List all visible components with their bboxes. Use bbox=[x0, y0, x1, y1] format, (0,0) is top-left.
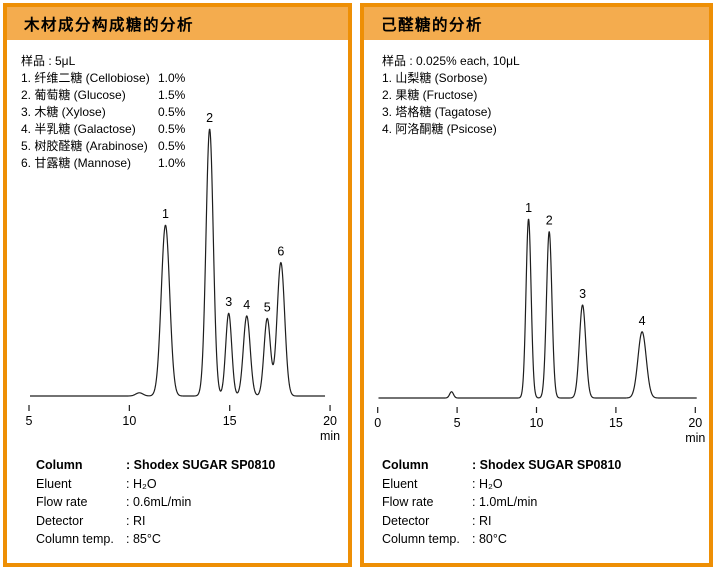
panel-title: 己醛糖的分析 bbox=[381, 16, 484, 34]
condition-row: Column temp.: 85°C bbox=[36, 532, 161, 546]
sample-info: 样品 : 5μL 1. 纤维二糖 (Cellobiose) 1.0% 2. 葡萄糖… bbox=[21, 53, 185, 172]
sample-header: 样品 : 5μL bbox=[21, 54, 76, 68]
list-item: 3. 木糖 (Xylose) 0.5% bbox=[21, 104, 185, 121]
panel-header: 己醛糖的分析 bbox=[364, 7, 709, 40]
analyte-name: 2. 葡萄糖 (Glucose) bbox=[21, 88, 126, 102]
analyte-pct: 1.5% bbox=[158, 88, 186, 102]
condition-row: Detector: RI bbox=[36, 513, 146, 528]
x-tick-label: 20 bbox=[323, 414, 337, 428]
conditions-table: Column: Shodex SUGAR SP0810 Eluent: H₂O … bbox=[382, 456, 621, 549]
analyte-pct: 1.0% bbox=[158, 71, 186, 85]
chromatogram-trace bbox=[378, 218, 698, 399]
list-item: 1. 山梨糖 (Sorbose) bbox=[382, 70, 520, 87]
peak-label: 5 bbox=[264, 301, 271, 315]
analyte-pct: 1.0% bbox=[158, 156, 186, 170]
condition-row: Detector: RI bbox=[382, 513, 492, 528]
peak-label: 2 bbox=[546, 214, 553, 228]
list-item: 4. 半乳糖 (Galactose) 0.5% bbox=[21, 121, 185, 138]
peak-label: 4 bbox=[639, 314, 646, 328]
condition-row: Eluent: H₂O bbox=[36, 476, 157, 491]
x-tick-label: 15 bbox=[223, 414, 237, 428]
analyte-name: 4. 半乳糖 (Galactose) bbox=[21, 122, 136, 136]
analyte-name: 1. 纤维二糖 (Cellobiose) bbox=[21, 71, 150, 85]
analyte-name: 2. 果糖 (Fructose) bbox=[382, 88, 478, 102]
condition-row: Eluent: H₂O bbox=[382, 476, 503, 491]
condition-row: Column: Shodex SUGAR SP0810 bbox=[382, 458, 622, 472]
analyte-pct: 0.5% bbox=[158, 139, 186, 153]
conditions-table: Column: Shodex SUGAR SP0810 Eluent: H₂O … bbox=[36, 456, 275, 549]
x-tick-label: 0 bbox=[374, 416, 381, 430]
peak-label: 1 bbox=[162, 207, 169, 221]
x-tick-label: 20 bbox=[688, 416, 702, 430]
list-item: 2. 果糖 (Fructose) bbox=[382, 87, 520, 104]
list-item: 2. 葡萄糖 (Glucose) 1.5% bbox=[21, 87, 185, 104]
panel-hexoses: 己醛糖的分析 样品 : 0.025% each, 10μL 1. 山梨糖 (So… bbox=[360, 3, 713, 567]
peak-label: 3 bbox=[579, 287, 586, 301]
analyte-pct: 0.5% bbox=[158, 122, 186, 136]
panel-title: 木材成分构成糖的分析 bbox=[24, 16, 195, 34]
condition-row: Flow rate: 1.0mL/min bbox=[382, 495, 538, 509]
list-item: 6. 甘露糖 (Mannose) 1.0% bbox=[21, 155, 185, 172]
panel-header: 木材成分构成糖的分析 bbox=[7, 7, 348, 40]
condition-row: Column temp.: 80°C bbox=[382, 532, 507, 546]
analyte-name: 1. 山梨糖 (Sorbose) bbox=[382, 71, 488, 85]
list-item: 4. 阿洛酮糖 (Psicose) bbox=[382, 121, 520, 138]
analyte-name: 5. 树胶醛糖 (Arabinose) bbox=[21, 139, 148, 153]
analyte-name: 3. 木糖 (Xylose) bbox=[21, 105, 106, 119]
analyte-name: 3. 塔格糖 (Tagatose) bbox=[382, 105, 492, 119]
x-tick-label: 5 bbox=[26, 414, 33, 428]
analyte-name: 4. 阿洛酮糖 (Psicose) bbox=[382, 122, 497, 136]
x-axis-unit-label: min bbox=[685, 431, 705, 445]
condition-row: Flow rate: 0.6mL/min bbox=[36, 495, 192, 509]
sample-info: 样品 : 0.025% each, 10μL 1. 山梨糖 (Sorbose) … bbox=[382, 53, 520, 138]
analyte-pct: 0.5% bbox=[158, 105, 186, 119]
peak-label: 2 bbox=[206, 111, 213, 125]
x-tick-label: 5 bbox=[454, 416, 461, 430]
peak-label: 4 bbox=[243, 298, 250, 312]
list-item: 5. 树胶醛糖 (Arabinose) 0.5% bbox=[21, 138, 185, 155]
peak-label: 1 bbox=[525, 201, 532, 215]
list-item: 1. 纤维二糖 (Cellobiose) 1.0% bbox=[21, 70, 185, 87]
x-axis-unit-label: min bbox=[320, 429, 340, 443]
panel-wood-sugars: 木材成分构成糖的分析 样品 : 5μL 1. 纤维二糖 (Cellobiose)… bbox=[3, 3, 352, 567]
peak-label: 6 bbox=[277, 245, 284, 259]
sample-header: 样品 : 0.025% each, 10μL bbox=[382, 54, 520, 68]
peak-label: 3 bbox=[225, 295, 232, 309]
analyte-name: 6. 甘露糖 (Mannose) bbox=[21, 156, 132, 170]
list-item: 3. 塔格糖 (Tagatose) bbox=[382, 104, 520, 121]
condition-row: Column: Shodex SUGAR SP0810 bbox=[36, 458, 276, 472]
x-tick-label: 15 bbox=[609, 416, 623, 430]
x-tick-label: 10 bbox=[530, 416, 544, 430]
x-tick-label: 10 bbox=[122, 414, 136, 428]
